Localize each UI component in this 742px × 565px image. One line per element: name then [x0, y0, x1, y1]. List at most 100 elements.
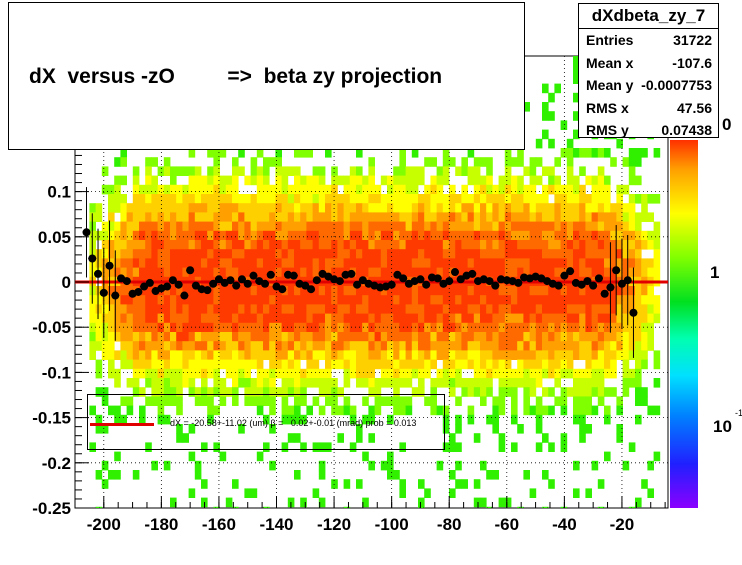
heatmap-cell	[151, 341, 158, 351]
heatmap-cell	[145, 396, 152, 406]
data-point	[416, 275, 425, 284]
heatmap-cell	[331, 221, 338, 232]
heatmap-cell	[535, 350, 543, 360]
profile-points	[82, 187, 638, 358]
heatmap-cell	[281, 230, 289, 241]
data-point	[600, 289, 609, 298]
heatmap-cell	[411, 350, 419, 360]
heatmap-cell	[585, 405, 592, 416]
heatmap-cell	[405, 240, 413, 250]
heatmap-cell	[554, 304, 561, 314]
heatmap-cell	[349, 212, 357, 222]
heatmap-cell	[170, 378, 177, 388]
heatmap-cell	[275, 387, 282, 397]
heatmap-cell	[337, 341, 344, 351]
heatmap-cell	[95, 230, 103, 241]
heatmap-cell	[331, 184, 338, 195]
data-point	[94, 269, 103, 278]
heatmap-cell	[498, 212, 506, 222]
heatmap-cell	[616, 249, 623, 259]
heatmap-cell	[312, 221, 320, 232]
heatmap-cell	[244, 341, 251, 351]
heatmap-cell	[95, 304, 103, 314]
heatmap-cell	[480, 387, 487, 397]
heatmap-cell	[504, 295, 512, 305]
heatmap-cell	[176, 295, 183, 305]
heatmap-cell	[182, 433, 189, 443]
heatmap-cell	[405, 166, 413, 176]
heatmap-cell	[498, 322, 506, 333]
heatmap-cell	[145, 378, 152, 388]
heatmap-cell	[263, 203, 270, 213]
stats-value: -0.0007753	[641, 77, 712, 93]
heatmap-cell	[207, 240, 214, 250]
heatmap-cell	[343, 322, 351, 333]
heatmap-cell	[566, 332, 574, 342]
heatmap-cell	[492, 267, 499, 278]
heatmap-cell	[343, 304, 351, 314]
heatmap-cell	[418, 240, 425, 250]
heatmap-cell	[132, 470, 140, 480]
heatmap-cell	[560, 433, 568, 443]
heatmap-cell	[114, 230, 121, 241]
heatmap-cell	[591, 359, 599, 370]
heatmap-cell	[151, 249, 158, 259]
heatmap-cell	[554, 258, 561, 268]
heatmap-cell	[380, 258, 388, 268]
heatmap-cell	[238, 313, 245, 324]
heatmap-cell	[176, 166, 183, 176]
heatmap-cell	[635, 304, 642, 314]
heatmap-cell	[535, 157, 543, 167]
heatmap-cell	[201, 212, 208, 222]
heatmap-cell	[393, 470, 400, 480]
heatmap-cell	[399, 350, 406, 360]
heatmap-cell	[157, 368, 165, 379]
heatmap-cell	[511, 194, 518, 204]
heatmap-cell	[232, 479, 239, 489]
heatmap-cell	[498, 194, 506, 204]
heatmap-cell	[207, 295, 214, 305]
heatmap-cell	[442, 322, 450, 333]
heatmap-cell	[306, 304, 313, 314]
heatmap-cell	[188, 304, 196, 314]
heatmap-cell	[219, 194, 227, 204]
heatmap-cell	[163, 286, 171, 296]
heatmap-cell	[287, 166, 295, 176]
heatmap-cell	[95, 332, 103, 342]
heatmap-cell	[573, 396, 580, 406]
heatmap-cell	[529, 350, 537, 360]
heatmap-cell	[145, 249, 152, 259]
heatmap-cell	[213, 378, 220, 388]
heatmap-cell	[337, 322, 344, 333]
heatmap-cell	[405, 175, 413, 186]
heatmap-cell	[418, 497, 425, 508]
heatmap-cell	[610, 341, 617, 351]
heatmap-cell	[535, 138, 543, 149]
heatmap-cell	[486, 506, 493, 508]
heatmap-cell	[244, 368, 251, 379]
heatmap-cell	[281, 212, 289, 222]
heatmap-cell	[188, 387, 196, 397]
heatmap-cell	[244, 212, 251, 222]
heatmap-cell	[176, 424, 183, 434]
data-point	[514, 278, 523, 287]
heatmap-cell	[101, 460, 109, 471]
heatmap-cell	[573, 460, 580, 471]
heatmap-cell	[213, 184, 220, 195]
heatmap-cell	[504, 286, 512, 296]
heatmap-cell	[486, 332, 493, 342]
heatmap-cell	[635, 148, 642, 158]
heatmap-cell	[579, 203, 586, 213]
heatmap-cell	[219, 295, 227, 305]
heatmap-cell	[411, 221, 419, 232]
heatmap-cell	[225, 332, 233, 342]
stats-row-rms-y: RMS y 0.07438	[579, 119, 718, 142]
heatmap-cell	[145, 157, 152, 167]
heatmap-cell	[163, 249, 171, 259]
heatmap-cell	[647, 286, 654, 296]
heatmap-cell	[579, 322, 586, 333]
heatmap-cell	[294, 332, 301, 342]
heatmap-cell	[436, 184, 444, 195]
heatmap-cell	[591, 230, 599, 241]
heatmap-cell	[467, 405, 475, 416]
